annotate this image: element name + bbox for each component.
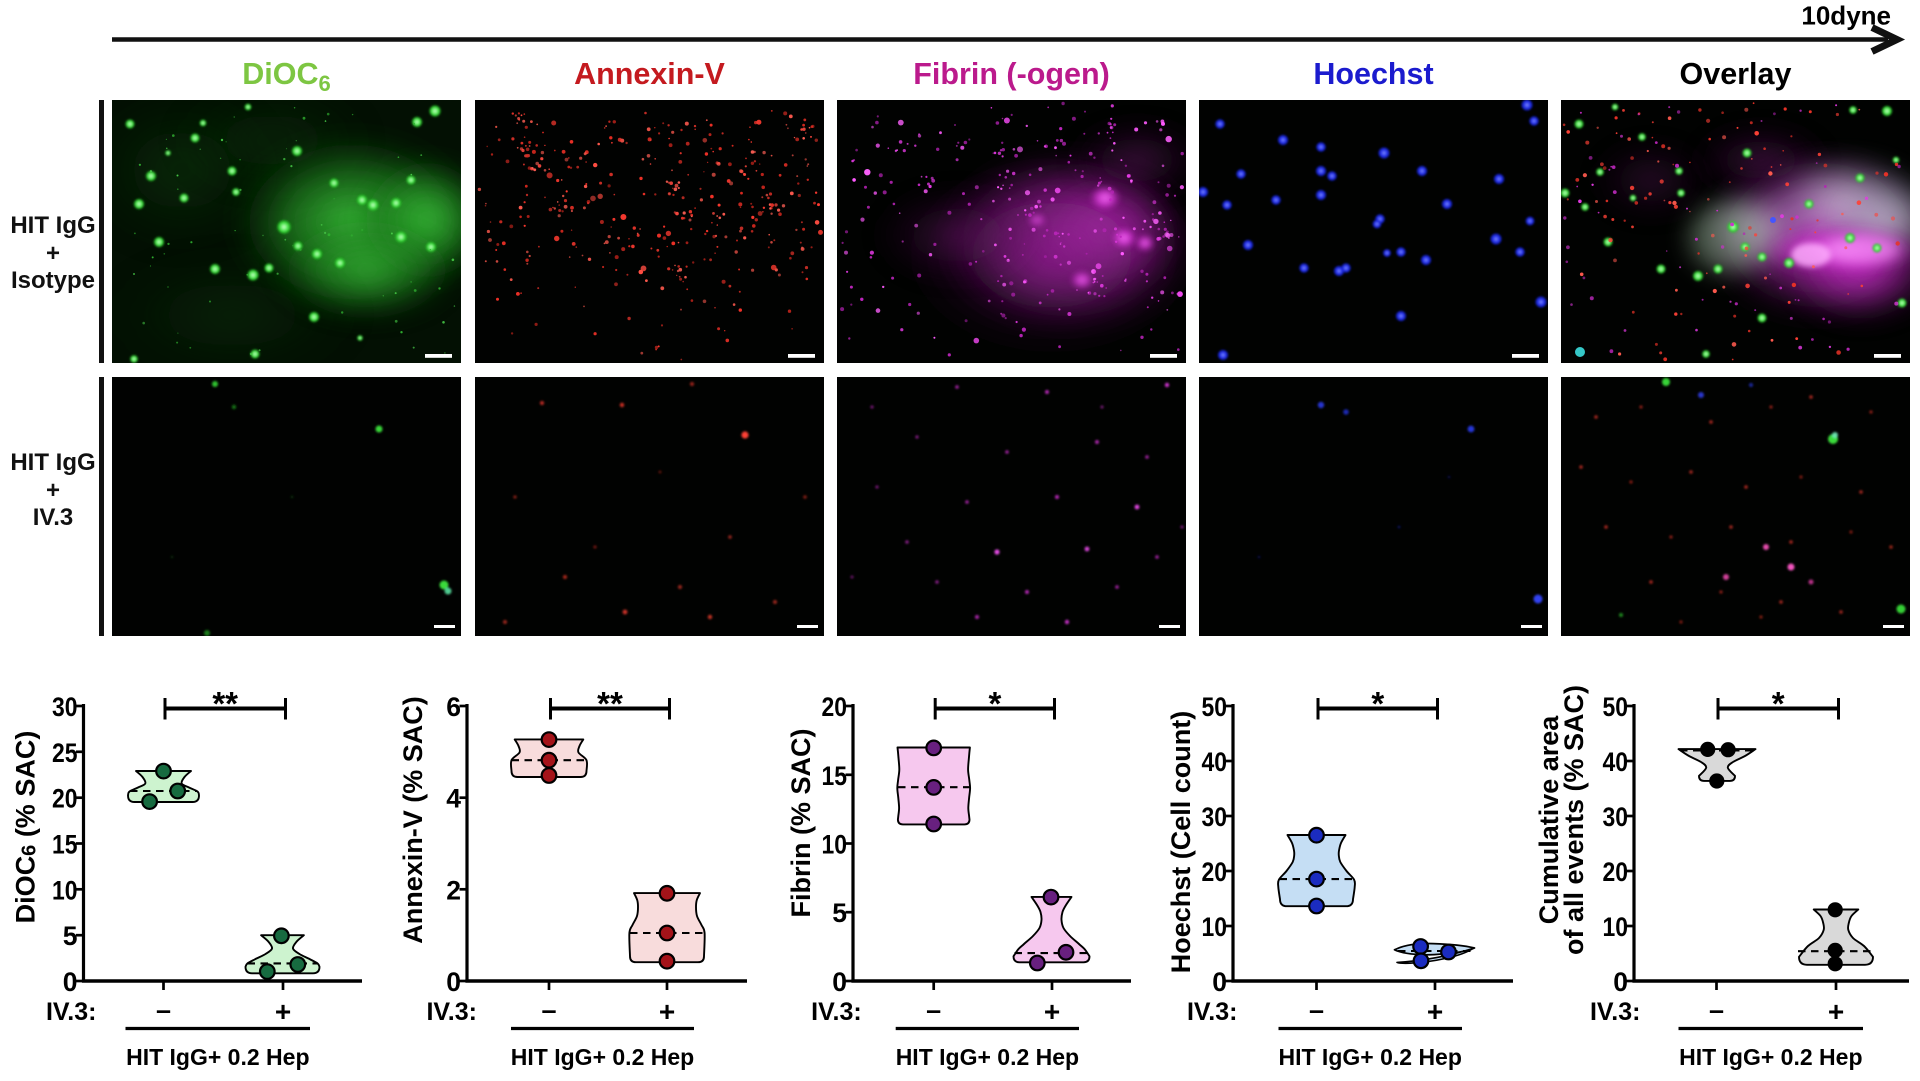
svg-text:30: 30 (1202, 802, 1228, 832)
svg-text:HIT IgG+ 0.2 Hep: HIT IgG+ 0.2 Hep (896, 1044, 1079, 1070)
svg-text:+: + (659, 996, 675, 1027)
svg-text:5: 5 (63, 921, 78, 951)
svg-text:–: – (1709, 995, 1724, 1025)
svg-text:IV.3:: IV.3: (811, 998, 862, 1026)
svg-text:IV.3:: IV.3: (1590, 998, 1641, 1026)
svg-text:0: 0 (1613, 967, 1628, 997)
svg-text:*: * (988, 685, 1001, 722)
svg-text:HIT IgG+ 0.2 Hep: HIT IgG+ 0.2 Hep (126, 1044, 309, 1070)
svg-text:25: 25 (52, 738, 78, 768)
svg-text:–: – (1309, 995, 1324, 1025)
svg-text:0: 0 (1212, 967, 1227, 997)
svg-text:Fibrin (% SAC): Fibrin (% SAC) (786, 729, 816, 918)
svg-text:30: 30 (1603, 802, 1629, 832)
svg-text:0: 0 (446, 967, 461, 997)
svg-text:10: 10 (52, 875, 78, 905)
svg-text:10dyne: 10dyne (1801, 1, 1891, 31)
svg-text:20: 20 (1603, 857, 1629, 887)
svg-text:Annexin-V (% SAC): Annexin-V (% SAC) (398, 696, 428, 944)
svg-text:–: – (156, 995, 171, 1025)
svg-text:40: 40 (1603, 747, 1629, 777)
svg-text:HIT IgG+ 0.2 Hep: HIT IgG+ 0.2 Hep (1679, 1044, 1862, 1070)
svg-text:of all events (% SAC): of all events (% SAC) (1559, 685, 1589, 955)
svg-text:*: * (1772, 685, 1785, 722)
svg-text:–: – (541, 995, 556, 1025)
svg-text:Cumulative area: Cumulative area (1534, 715, 1564, 925)
svg-text:6: 6 (446, 692, 461, 722)
svg-text:IV.3:: IV.3: (426, 998, 477, 1026)
svg-text:**: ** (212, 685, 238, 722)
svg-text:10: 10 (1202, 912, 1228, 942)
svg-text:15: 15 (822, 761, 848, 791)
svg-text:HIT IgG+ 0.2 Hep: HIT IgG+ 0.2 Hep (511, 1044, 694, 1070)
svg-text:40: 40 (1202, 747, 1228, 777)
svg-text:20: 20 (1202, 857, 1228, 887)
svg-text:Hoechst (Cell count): Hoechst (Cell count) (1166, 711, 1196, 974)
svg-text:DiOC6 (% SAC): DiOC6 (% SAC) (11, 731, 41, 924)
svg-text:10: 10 (1603, 912, 1629, 942)
svg-text:4: 4 (446, 784, 461, 814)
svg-text:50: 50 (1202, 692, 1228, 722)
svg-text:IV.3:: IV.3: (1187, 998, 1238, 1026)
svg-text:30: 30 (52, 692, 78, 722)
svg-text:20: 20 (52, 784, 78, 814)
svg-text:**: ** (597, 685, 623, 722)
svg-text:15: 15 (52, 830, 78, 860)
svg-text:–: – (926, 995, 941, 1025)
svg-text:IV.3:: IV.3: (46, 998, 97, 1026)
svg-text:2: 2 (446, 875, 461, 905)
svg-text:10: 10 (822, 830, 848, 860)
svg-text:50: 50 (1603, 692, 1629, 722)
svg-text:5: 5 (832, 898, 847, 928)
svg-text:0: 0 (832, 967, 847, 997)
svg-text:0: 0 (63, 967, 78, 997)
svg-text:+: + (275, 996, 291, 1027)
svg-text:+: + (1044, 996, 1060, 1027)
svg-text:+: + (1828, 996, 1844, 1027)
svg-text:20: 20 (822, 692, 848, 722)
svg-text:HIT IgG+ 0.2 Hep: HIT IgG+ 0.2 Hep (1278, 1044, 1461, 1070)
svg-text:+: + (1427, 996, 1443, 1027)
svg-text:*: * (1371, 685, 1384, 722)
